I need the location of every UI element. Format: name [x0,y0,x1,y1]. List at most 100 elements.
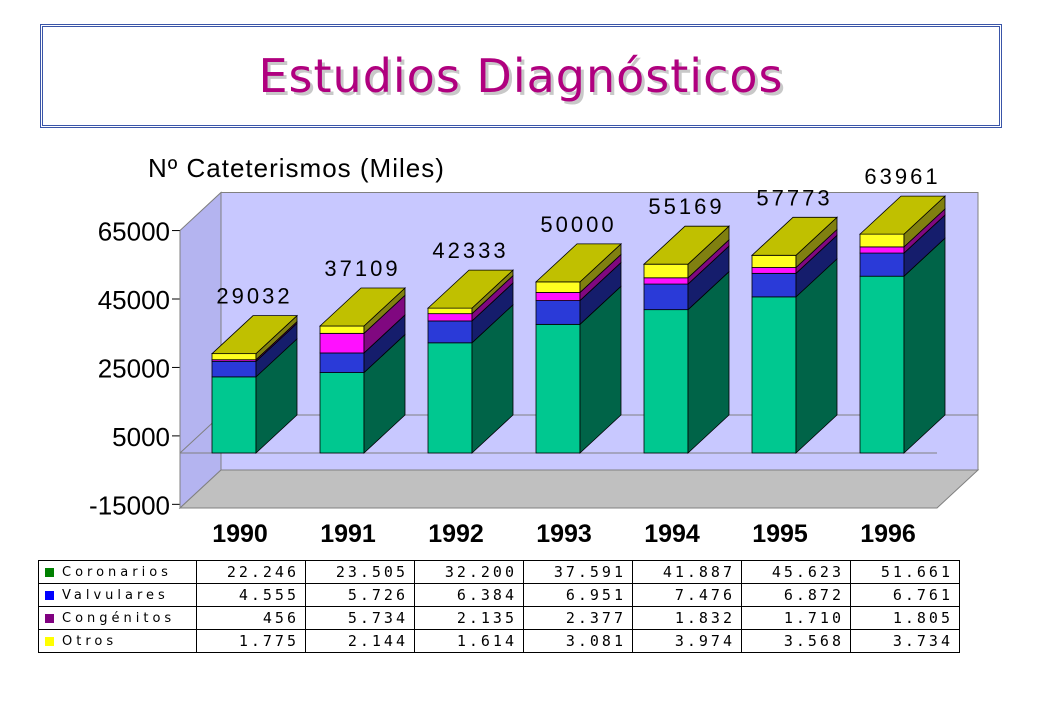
legend-label: Valvulares [62,587,169,603]
legend-cell: Coronarios [38,560,197,584]
bar-segment-congénitos [427,313,473,322]
table-cell: 37.591 [523,560,633,584]
table-cell: 3.974 [632,629,742,653]
table-cell: 4.555 [196,583,306,607]
bar-segment-valvulares [427,320,473,344]
legend-label: Congénitos [62,610,176,626]
table-cell: 7.476 [632,583,742,607]
bar-segment-coronarios [751,296,797,454]
table-cell: 2.144 [305,629,415,653]
table-row: Coronarios 22.246 23.505 32.200 37.591 41.887… [38,560,960,584]
table-cell: 6.384 [414,583,524,607]
title-box: Estudios Diagnósticos [40,24,1002,128]
table-cell: 2.135 [414,606,524,630]
chart-side-wall [179,191,222,510]
total-label: 42333 [432,238,508,263]
bar-segment-coronarios [859,275,905,454]
table-cell: 1.775 [196,629,306,653]
legend-label: Coronarios [62,564,172,580]
table-cell: 1.805 [850,606,960,630]
bar-segment-otros [643,263,689,279]
bar-top [858,195,947,235]
table-cell: 3.734 [850,629,960,653]
table-cell: 1.614 [414,629,524,653]
table-row: Congénitos 456 5.734 2.135 2.377 1.832 1.710 1.… [38,606,960,630]
page-title: Estudios Diagnósticos [258,49,784,103]
table-cell: 3.568 [741,629,851,653]
y-tick-label: 25000 [98,353,170,383]
bar-segment-coronarios [427,342,473,454]
total-label: 57773 [756,185,832,210]
table-cell: 6.951 [523,583,633,607]
table-cell: 51.661 [850,560,960,584]
bar-top [534,243,623,283]
table-cell: 32.200 [414,560,524,584]
bar-top [642,225,731,265]
bar-segment-otros [319,325,365,334]
total-label: 29032 [216,284,292,309]
chart-title: Nº Cateterismos (Miles) [148,153,445,183]
table-cell: 45.623 [741,560,851,584]
table-cell: 41.887 [632,560,742,584]
bar-segment-coronarios [211,376,257,454]
y-tick-label: 65000 [98,217,170,247]
table-cell: 456 [196,606,306,630]
bar-top [750,216,839,256]
bar-top [210,315,299,355]
bar-segment-otros [859,233,905,248]
y-tick-label: 45000 [98,285,170,315]
bar-segment-coronarios [535,323,581,454]
bar-segment-valvulares [211,360,257,378]
legend-cell: Otros [38,629,197,653]
table-row: Valvulares 4.555 5.726 6.384 6.951 7.476 6.872… [38,583,960,607]
legend-swatch [45,567,54,577]
bar-segment-otros [211,353,257,361]
bar-segment-valvulares [643,283,689,311]
bar-segment-congénitos [643,277,689,285]
bar-segment-valvulares [859,252,905,277]
bar-segment-coronarios [319,372,365,454]
bar-segment-valvulares [751,272,797,298]
table-cell: 1.832 [632,606,742,630]
x-tick-label: 1995 [752,520,808,548]
table-cell: 5.726 [305,583,415,607]
bar-segment-congénitos [535,292,581,301]
table-cell: 23.505 [305,560,415,584]
total-label: 37109 [324,256,400,281]
legend-label: Otros [62,633,118,649]
table-cell: 6.872 [741,583,851,607]
table-cell: 1.710 [741,606,851,630]
y-tick-label: 5000 [112,422,170,452]
bar-top [426,269,515,309]
bar-segment-otros [535,281,581,293]
table-cell: 5.734 [305,606,415,630]
legend-swatch [45,613,54,623]
legend-swatch [45,636,54,646]
table-cell: 2.377 [523,606,633,630]
legend-swatch [45,590,54,600]
bar-segment-otros [427,307,473,315]
bar-segment-valvulares [319,352,365,373]
x-tick-label: 1990 [212,520,268,548]
table-cell: 6.761 [850,583,960,607]
table-row: Otros 1.775 2.144 1.614 3.081 3.974 3.568 3.734 [38,629,960,653]
total-label: 55169 [648,194,724,219]
legend-cell: Congénitos [38,606,197,630]
bar-top [318,287,407,327]
table-cell: 22.246 [196,560,306,584]
total-label: 50000 [540,212,616,237]
bar-segment-congénitos [319,332,365,354]
bar-segment-coronarios [643,309,689,454]
bar-segment-congénitos [859,246,905,254]
bar-segment-otros [751,254,797,268]
stacked-bar-chart: 65000 45000 25000 5000 -15000 Nº Cateterismos… [89,153,980,548]
x-tick-label: 1996 [860,520,916,548]
chart-floor [178,469,980,509]
y-tick-label: -15000 [89,490,170,520]
total-label: 63961 [864,164,940,189]
x-tick-label: 1993 [536,520,592,548]
x-tick-label: 1994 [644,520,700,548]
table-cell: 3.081 [523,629,633,653]
x-tick-label: 1991 [320,520,376,548]
bar-segment-congénitos [751,267,797,274]
